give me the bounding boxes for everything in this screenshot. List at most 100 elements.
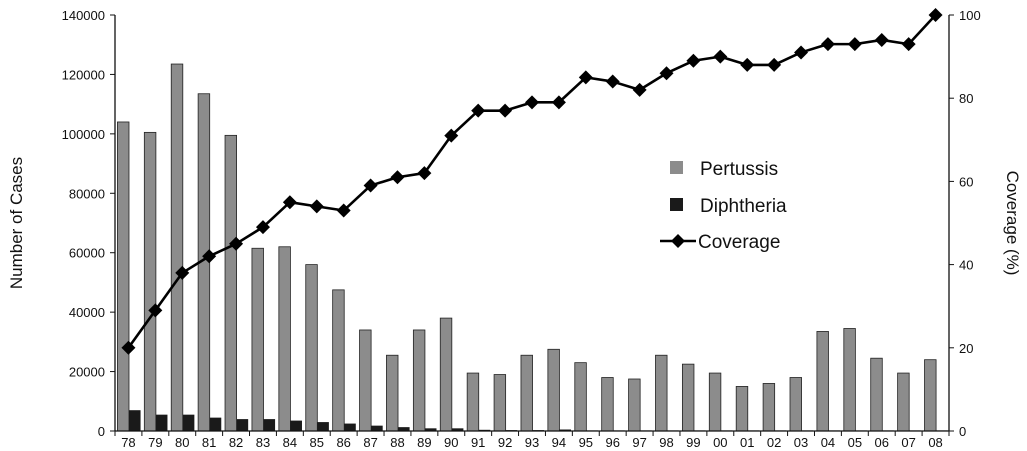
- x-tick-label-02: 02: [767, 435, 781, 450]
- left-y-tick-label-60000: 60000: [69, 246, 105, 261]
- bar-pertussis-03: [789, 377, 802, 432]
- bar-pertussis-90: [439, 317, 453, 432]
- bar-diphtheria-89: [424, 428, 437, 431]
- bar-diphtheria-82: [236, 419, 249, 431]
- left-y-tick-label-100000: 100000: [62, 127, 105, 142]
- x-tick-label-91: 91: [471, 435, 485, 450]
- coverage-point-89: [417, 166, 432, 181]
- bar-pertussis-89: [412, 329, 426, 432]
- right-axis-title: Coverage (%): [1003, 171, 1022, 276]
- bar-pertussis-82: [224, 134, 237, 432]
- right-y-tick-label-40: 40: [959, 258, 973, 273]
- right-y-tick-label-80: 80: [959, 91, 973, 106]
- coverage-point-02: [767, 57, 782, 72]
- x-tick-label-79: 79: [148, 435, 162, 450]
- x-tick-label-03: 03: [794, 435, 808, 450]
- x-tick-label-01: 01: [740, 435, 754, 450]
- x-tick-label-06: 06: [875, 435, 889, 450]
- bar-pertussis-88: [386, 354, 399, 432]
- coverage-point-07: [901, 37, 916, 52]
- bar-diphtheria-84: [290, 420, 302, 431]
- bar-pertussis-97: [628, 378, 641, 432]
- right-y-tick-label-60: 60: [959, 174, 973, 189]
- coverage-point-05: [847, 37, 862, 52]
- coverage-point-97: [632, 82, 647, 97]
- left-y-tick-label-40000: 40000: [69, 305, 105, 320]
- bar-pertussis-79: [143, 131, 157, 432]
- bar-pertussis-06: [870, 357, 883, 432]
- bar-pertussis-93: [520, 354, 533, 432]
- x-tick-label-80: 80: [175, 435, 189, 450]
- coverage-point-01: [740, 57, 755, 72]
- bar-diphtheria-80: [182, 414, 195, 431]
- x-tick-label-89: 89: [417, 435, 431, 450]
- coverage-point-83: [255, 220, 270, 235]
- coverage-point-93: [525, 95, 539, 110]
- bar-pertussis-94: [547, 348, 560, 432]
- coverage-point-81: [202, 249, 217, 264]
- bar-pertussis-86: [332, 289, 345, 432]
- x-tick-label-05: 05: [848, 435, 862, 450]
- legend-label-coverage: Coverage: [698, 232, 780, 253]
- coverage-line: [127, 14, 937, 349]
- bar-pertussis-83: [251, 247, 264, 432]
- bar-pertussis-00: [708, 372, 722, 432]
- coverage-point-78: [121, 340, 136, 355]
- bar-pertussis-85: [305, 264, 318, 432]
- x-tick-label-86: 86: [336, 435, 350, 450]
- coverage-point-99: [686, 53, 701, 68]
- bar-pertussis-02: [762, 383, 776, 432]
- coverage-point-98: [659, 66, 674, 81]
- legend-swatch-diphtheria: [670, 198, 683, 211]
- bar-diphtheria-94: [559, 429, 572, 431]
- legend: Pertussis Diphtheria Coverage: [660, 159, 787, 253]
- bar-diphtheria-79: [155, 414, 168, 431]
- coverage-line-layer: [121, 8, 943, 355]
- x-tick-label-88: 88: [390, 435, 404, 450]
- bar-pertussis-78: [117, 121, 130, 432]
- x-tick-label-92: 92: [498, 435, 512, 450]
- bar-pertussis-87: [359, 329, 372, 432]
- coverage-point-00: [713, 49, 728, 64]
- coverage-point-79: [148, 303, 163, 318]
- bar-pertussis-04: [816, 331, 829, 432]
- coverage-point-88: [390, 170, 405, 185]
- bar-pertussis-99: [681, 363, 695, 432]
- legend-swatch-pertussis: [670, 161, 683, 174]
- legend-marker-diamond: [671, 234, 685, 248]
- coverage-point-87: [363, 178, 378, 193]
- left-y-tick-label-20000: 20000: [69, 365, 105, 380]
- left-axis-title: Number of Cases: [7, 157, 26, 289]
- x-tick-label-87: 87: [363, 435, 377, 450]
- right-y-tick-label-0: 0: [959, 424, 966, 439]
- bar-diphtheria-83: [263, 419, 276, 431]
- bar-diphtheria-88: [398, 427, 410, 431]
- x-tick-label-08: 08: [928, 435, 942, 450]
- bar-pertussis-80: [170, 63, 184, 432]
- coverage-point-90: [444, 128, 459, 143]
- bar-pertussis-95: [574, 362, 587, 432]
- x-tick-label-96: 96: [605, 435, 619, 450]
- x-tick-label-94: 94: [552, 435, 566, 450]
- legend-item-coverage: Coverage: [660, 232, 780, 253]
- bar-pertussis-84: [278, 246, 291, 432]
- x-tick-label-85: 85: [310, 435, 324, 450]
- coverage-point-95: [578, 70, 593, 85]
- bar-pertussis-92: [493, 374, 507, 432]
- bar-diphtheria-81: [209, 417, 222, 431]
- x-tick-label-00: 00: [713, 435, 727, 450]
- coverage-point-06: [874, 32, 889, 47]
- x-tick-label-90: 90: [444, 435, 458, 450]
- bar-diphtheria-90: [451, 428, 464, 431]
- x-tick-label-82: 82: [229, 435, 243, 450]
- x-tick-label-07: 07: [901, 435, 915, 450]
- legend-item-diphtheria: Diphtheria: [670, 196, 787, 217]
- coverage-point-96: [605, 74, 620, 89]
- bar-pertussis-08: [924, 359, 937, 432]
- x-tick-label-95: 95: [579, 435, 593, 450]
- bar-pertussis-01: [735, 386, 749, 432]
- left-y-tick-label-80000: 80000: [69, 186, 105, 201]
- bars-layer: [117, 63, 948, 432]
